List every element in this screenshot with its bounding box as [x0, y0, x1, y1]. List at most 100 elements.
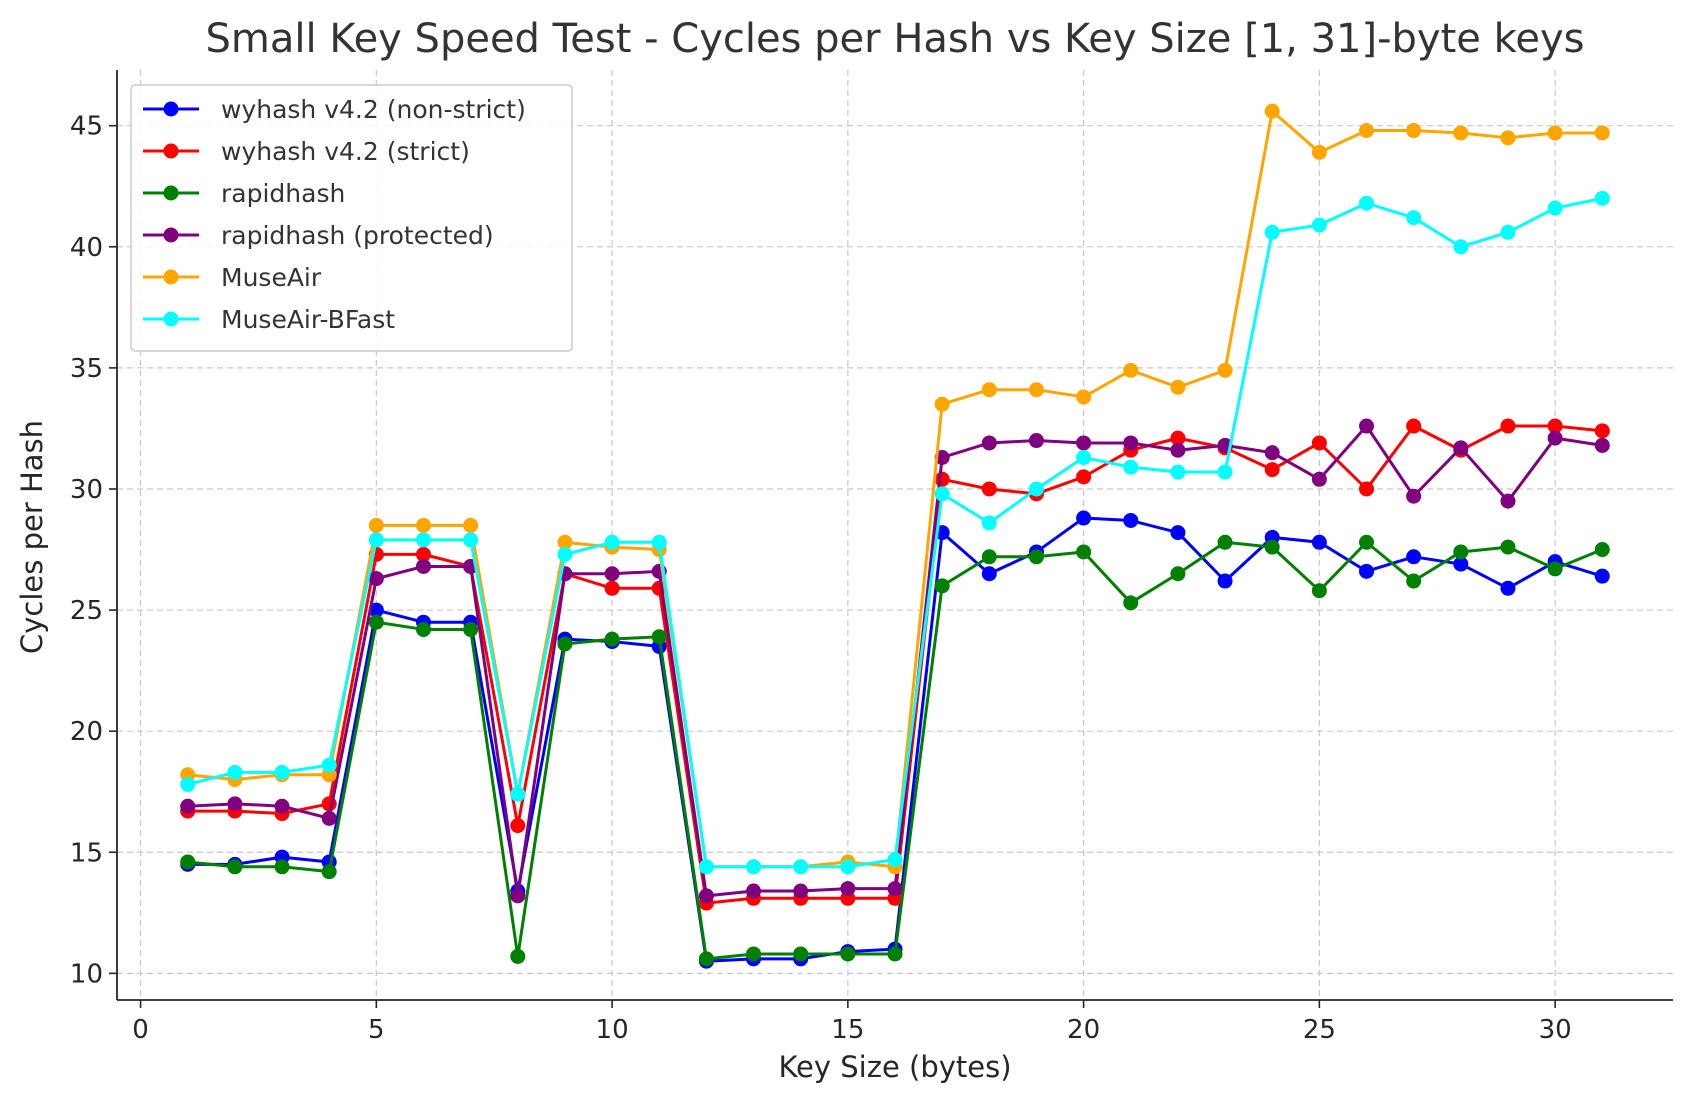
- data-point: [1500, 224, 1516, 240]
- data-point: [698, 951, 714, 967]
- data-point: [1264, 445, 1280, 461]
- data-point: [1170, 442, 1186, 458]
- data-point: [1406, 573, 1422, 589]
- data-point: [887, 852, 903, 868]
- data-point: [1170, 566, 1186, 582]
- legend-label: MuseAir: [221, 263, 322, 292]
- data-point: [1028, 481, 1044, 497]
- data-point: [651, 534, 667, 550]
- x-tick-label: 5: [368, 1015, 385, 1045]
- legend-entry: rapidhash (protected): [143, 221, 494, 250]
- data-point: [463, 621, 479, 637]
- data-point: [1311, 144, 1327, 160]
- data-point: [1028, 382, 1044, 398]
- data-point: [1123, 362, 1139, 378]
- data-point: [321, 810, 337, 826]
- data-point: [415, 621, 431, 637]
- data-point: [1594, 437, 1610, 453]
- data-point: [1264, 224, 1280, 240]
- data-point: [1123, 459, 1139, 475]
- data-point: [1453, 556, 1469, 572]
- data-point: [1547, 125, 1563, 141]
- data-point: [180, 854, 196, 870]
- data-point: [510, 818, 526, 834]
- legend-marker: [163, 143, 179, 159]
- data-point: [1359, 195, 1375, 211]
- y-tick-label: 45: [70, 112, 103, 142]
- legend-marker: [163, 185, 179, 201]
- data-point: [887, 881, 903, 897]
- data-point: [1406, 488, 1422, 504]
- data-point: [1500, 580, 1516, 596]
- data-point: [934, 471, 950, 487]
- data-point: [1453, 544, 1469, 560]
- legend-marker: [163, 269, 179, 285]
- data-point: [698, 888, 714, 904]
- x-tick-label: 20: [1067, 1015, 1100, 1045]
- data-point: [1594, 568, 1610, 584]
- data-point: [510, 786, 526, 802]
- data-point: [604, 566, 620, 582]
- data-point: [1170, 430, 1186, 446]
- data-point: [1359, 418, 1375, 434]
- data-point: [1123, 435, 1139, 451]
- data-point: [604, 631, 620, 647]
- data-point: [1406, 418, 1422, 434]
- series-3: [180, 418, 1610, 904]
- data-point: [274, 764, 290, 780]
- data-point: [180, 798, 196, 814]
- data-point: [1453, 440, 1469, 456]
- y-tick-label: 10: [70, 959, 103, 989]
- data-point: [1594, 542, 1610, 558]
- legend-label: MuseAir-BFast: [221, 305, 395, 334]
- data-point: [1406, 549, 1422, 565]
- legend: wyhash v4.2 (non-strict) wyhash v4.2 (str…: [130, 84, 573, 352]
- data-point: [1594, 125, 1610, 141]
- data-point: [1123, 512, 1139, 528]
- legend-marker: [163, 101, 179, 117]
- data-point: [1311, 217, 1327, 233]
- data-point: [1594, 423, 1610, 439]
- legend-entry: MuseAir-BFast: [143, 305, 395, 334]
- legend-entry: wyhash v4.2 (strict): [143, 137, 470, 166]
- data-point: [840, 946, 856, 962]
- data-point: [415, 517, 431, 533]
- data-point: [651, 629, 667, 645]
- legend-label: rapidhash: [221, 179, 345, 208]
- data-point: [321, 864, 337, 880]
- data-point: [1264, 103, 1280, 119]
- legend-marker: [163, 311, 179, 327]
- data-point: [746, 859, 762, 875]
- x-tick-label: 30: [1539, 1015, 1572, 1045]
- data-point: [1453, 239, 1469, 255]
- data-point: [1311, 471, 1327, 487]
- data-point: [1217, 464, 1233, 480]
- data-point: [1076, 510, 1092, 526]
- data-point: [1594, 190, 1610, 206]
- data-point: [274, 859, 290, 875]
- data-point: [1123, 595, 1139, 611]
- data-point: [1217, 534, 1233, 550]
- data-point: [698, 859, 714, 875]
- data-point: [793, 883, 809, 899]
- series-1: [180, 418, 1610, 911]
- data-point: [1406, 210, 1422, 226]
- series-line: [187, 424, 1603, 905]
- data-point: [368, 614, 384, 630]
- data-point: [1170, 379, 1186, 395]
- data-point: [1217, 573, 1233, 589]
- data-point: [1359, 123, 1375, 139]
- y-tick-label: 15: [70, 838, 103, 868]
- data-point: [981, 435, 997, 451]
- y-tick-label: 40: [70, 233, 103, 263]
- data-point: [1264, 462, 1280, 478]
- axes: 0 5 10 15 20 25 30 10 15 20 25 30 35 40 45: [70, 70, 1673, 1045]
- data-point: [557, 534, 573, 550]
- data-point: [1500, 418, 1516, 434]
- data-point: [981, 382, 997, 398]
- data-point: [1076, 544, 1092, 560]
- data-point: [1076, 389, 1092, 405]
- data-point: [1311, 534, 1327, 550]
- series-line: [187, 424, 1603, 898]
- data-point: [793, 946, 809, 962]
